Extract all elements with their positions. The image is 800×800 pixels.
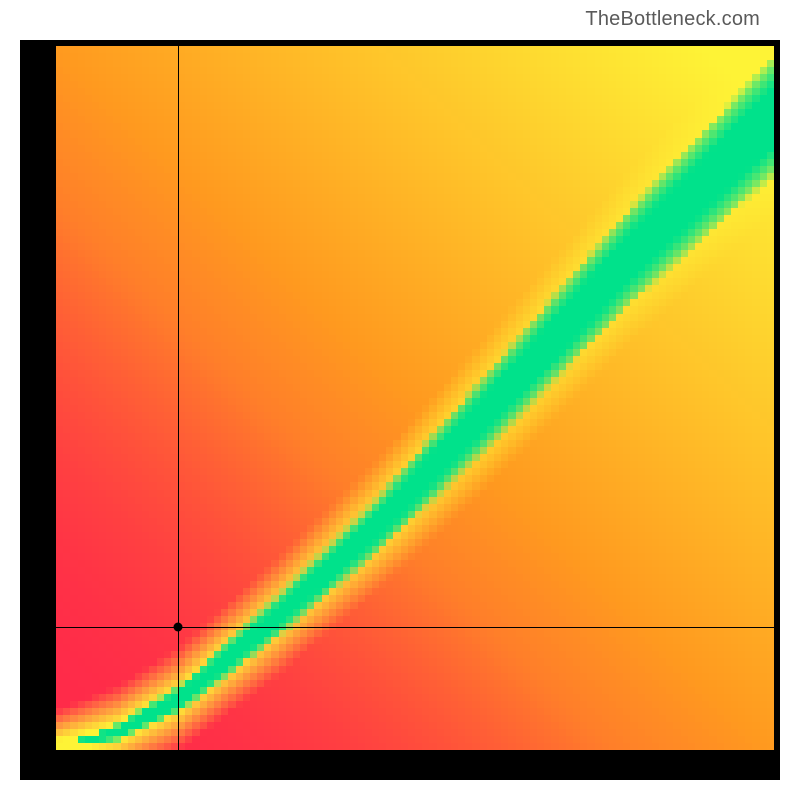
heatmap-canvas [56,46,774,750]
plot-frame [20,40,780,780]
crosshair-marker [174,622,183,631]
watermark-text: TheBottleneck.com [585,8,760,31]
crosshair-horizontal [56,627,774,628]
crosshair-vertical [178,46,179,750]
root: TheBottleneck.com [0,0,800,800]
plot-area [56,46,774,750]
